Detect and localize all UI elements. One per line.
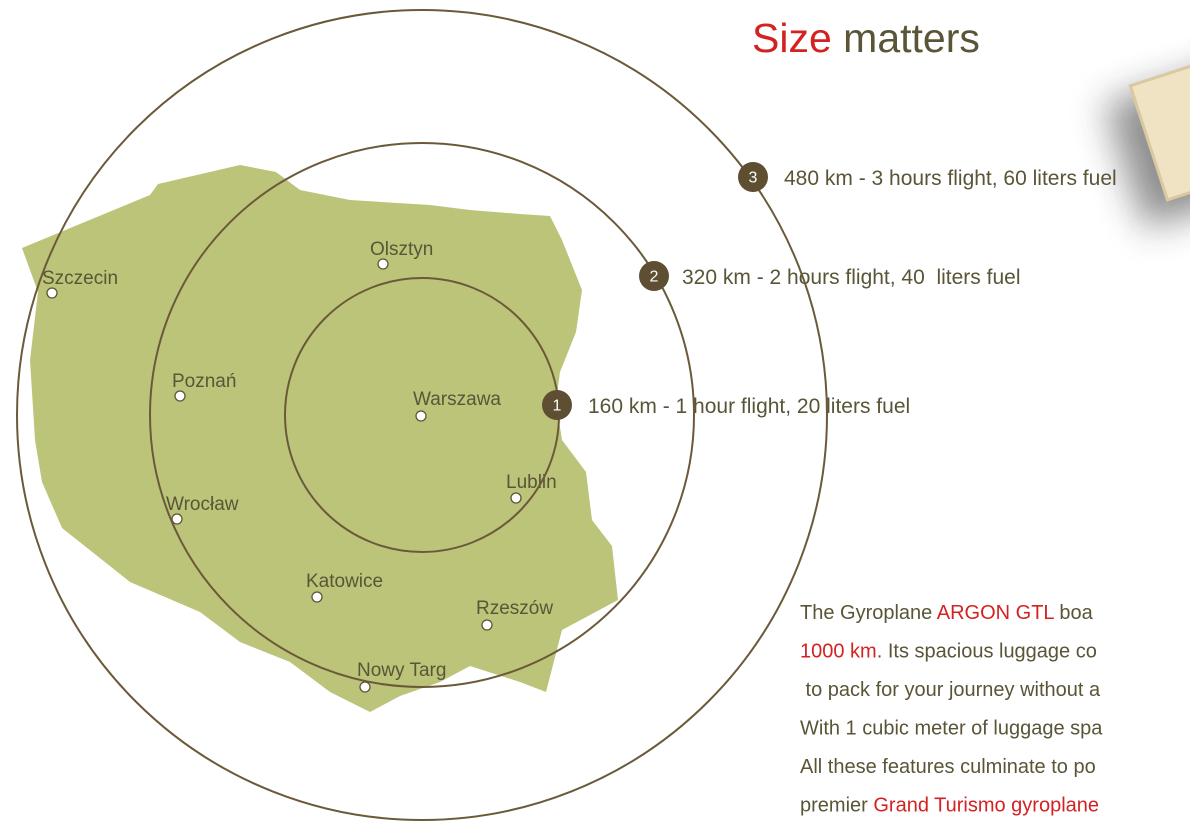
range-number: 1: [553, 398, 562, 415]
text-segment: The Gyroplane: [800, 602, 937, 624]
text-segment: . Its spacious luggage co: [877, 641, 1097, 663]
range-text: 320 km - 2 hours flight, 40 liters fuel: [682, 266, 1021, 289]
text-segment: to pack for your journey without a: [800, 679, 1101, 701]
highlight-text: ARGON GTL: [937, 602, 1055, 624]
title-highlight: Size: [752, 15, 832, 61]
page: { "title": {"first": "Size", "second": "…: [0, 0, 1190, 823]
city-dot: [172, 514, 182, 524]
city-dot: [378, 259, 388, 269]
city-label: Olsztyn: [370, 239, 433, 260]
poland-map: [22, 165, 618, 712]
title: Size matters: [752, 15, 980, 61]
city-dot: [360, 682, 370, 692]
highlight-text: Grand Turismo gyroplane: [873, 795, 1099, 817]
paragraph-line: The Gyroplane ARGON GTL boa: [800, 602, 1094, 624]
paragraph-line: All these features culminate to po: [800, 756, 1096, 778]
paragraph-line: to pack for your journey without a: [800, 679, 1101, 701]
paragraph-line: premier Grand Turismo gyroplane: [800, 795, 1099, 817]
city-dot: [511, 493, 521, 503]
city-label: Wrocław: [166, 494, 239, 515]
range-number: 3: [749, 170, 758, 187]
photo-card: [1105, 43, 1190, 229]
text-segment: With 1 cubic meter of luggage spa: [800, 718, 1103, 740]
paragraph-line: 1000 km. Its spacious luggage co: [800, 641, 1097, 663]
city-label: Rzeszów: [476, 598, 553, 619]
city-dot: [47, 288, 57, 298]
city-dot: [175, 391, 185, 401]
city-label: Szczecin: [42, 268, 118, 289]
map-section: Size matters Szczecin Olsztyn Poznań Warszaw…: [0, 0, 1190, 823]
city-label: Warszawa: [413, 389, 501, 410]
text-segment: premier: [800, 795, 873, 817]
city-dot: [416, 411, 426, 421]
range-text: 480 km - 3 hours flight, 60 liters fuel: [784, 167, 1117, 190]
highlight-text: 1000 km: [800, 641, 877, 663]
range-number: 2: [650, 269, 659, 286]
city-label: Lublin: [506, 472, 557, 493]
text-segment: boa: [1054, 602, 1094, 624]
city-dot: [482, 620, 492, 630]
city-label: Nowy Targ: [357, 660, 446, 681]
city-label: Katowice: [306, 571, 383, 592]
city-dot: [312, 592, 322, 602]
paragraph-line: With 1 cubic meter of luggage spa: [800, 718, 1103, 740]
range-text: 160 km - 1 hour flight, 20 liters fuel: [588, 395, 910, 418]
text-segment: All these features culminate to po: [800, 756, 1096, 778]
title-rest: matters: [843, 15, 980, 61]
city-label: Poznań: [172, 371, 236, 392]
